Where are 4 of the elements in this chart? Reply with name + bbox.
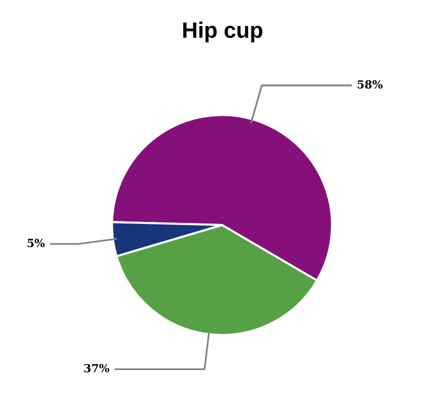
chart-title: Hip cup: [183, 22, 262, 42]
data-label: 37%: [84, 364, 110, 372]
data-label: 5%: [28, 238, 45, 248]
data-label: 58%: [358, 80, 383, 89]
